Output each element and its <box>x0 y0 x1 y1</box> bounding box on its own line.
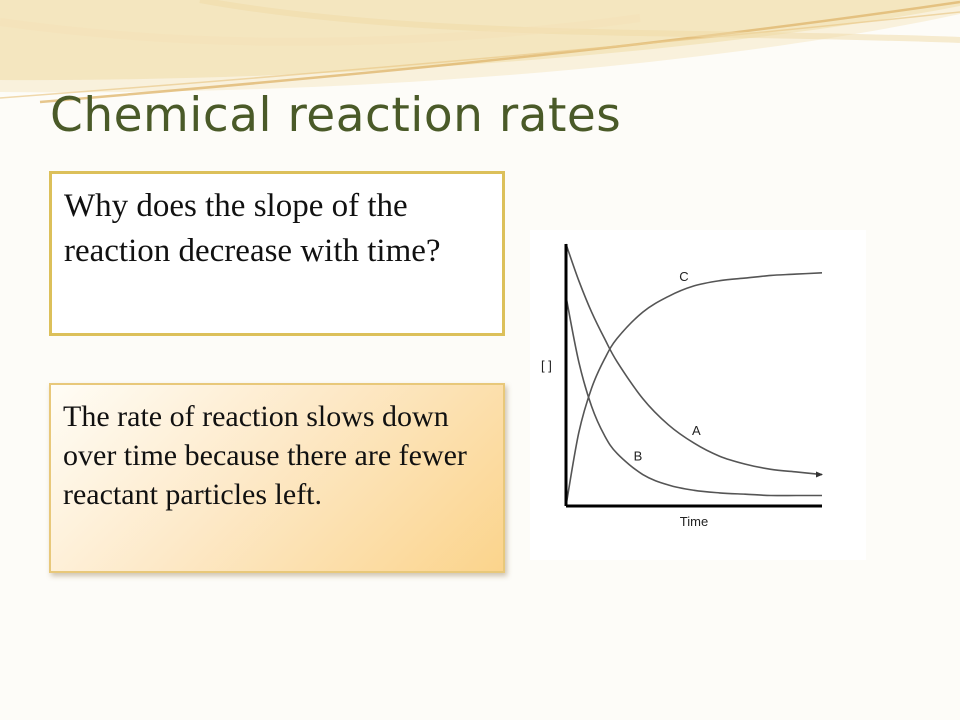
y-axis-label: [ ] <box>541 358 552 373</box>
series-a-label: A <box>692 423 701 438</box>
series-a-line <box>565 243 823 476</box>
series-b-line <box>565 296 822 497</box>
reaction-rate-chart: [ ] Time A B C <box>530 230 866 560</box>
answer-textbox: The rate of reaction slows down over tim… <box>49 383 505 573</box>
series-b-label: B <box>634 448 643 463</box>
header-swoosh-decoration <box>0 0 960 104</box>
x-axis-label: Time <box>680 514 708 529</box>
series-a-arrowhead <box>816 471 823 478</box>
question-textbox: Why does the slope of the reaction decre… <box>49 171 505 336</box>
series-c-line <box>565 272 823 507</box>
series-c-label: C <box>679 269 688 284</box>
slide-title: Chemical reaction rates <box>50 88 622 143</box>
chart-canvas: [ ] Time A B C <box>541 243 823 529</box>
